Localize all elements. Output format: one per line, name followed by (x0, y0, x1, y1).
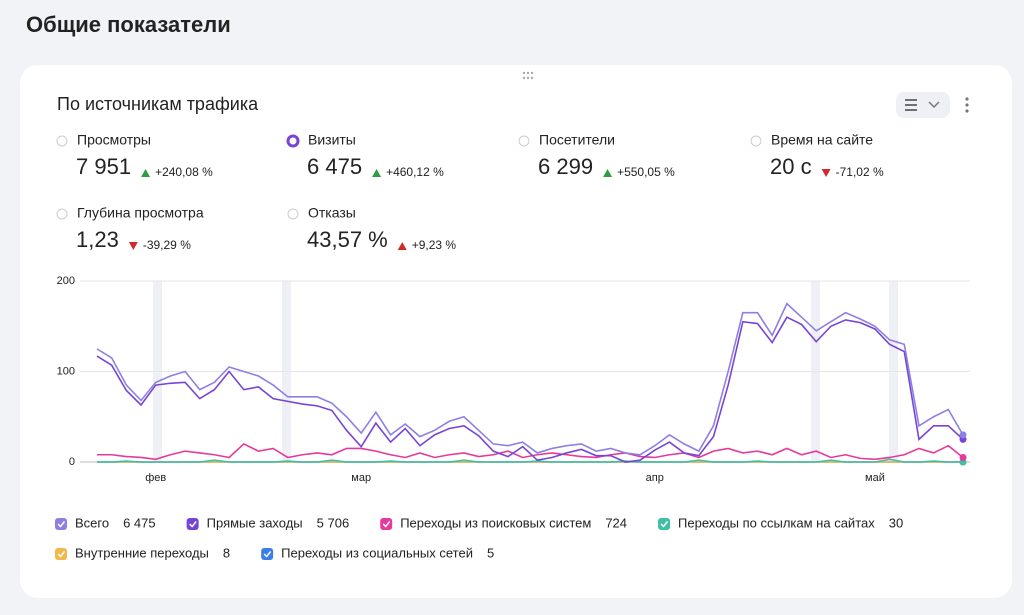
metric-label: Посетители (539, 132, 615, 148)
card (20, 65, 1012, 598)
legend-check[interactable] (658, 518, 671, 530)
legend-total: 5 (487, 545, 494, 560)
metric-value: 6 475 (307, 154, 362, 179)
x-tick-label: май (865, 472, 885, 484)
y-tick-label: 200 (57, 275, 75, 287)
metric-label: Визиты (308, 132, 356, 148)
trend-arrow (141, 169, 151, 177)
legend-name[interactable]: Внутренние переходы (75, 545, 209, 560)
legend-check[interactable] (186, 518, 199, 530)
x-tick-label: фев (145, 472, 166, 484)
x-tick-label: мар (351, 472, 371, 484)
trend-arrow (397, 242, 407, 250)
legend-total: 8 (223, 545, 230, 560)
metric-radio[interactable] (750, 135, 762, 147)
end-point (959, 453, 967, 461)
metric-change: +460,12 % (386, 165, 444, 179)
metric-label: Просмотры (77, 132, 151, 148)
metric-label: Глубина просмотра (77, 205, 204, 221)
metric-value: 7 951 (76, 154, 131, 179)
y-tick-label: 100 (57, 365, 75, 377)
legend-tick (263, 551, 272, 558)
legend-tick (57, 521, 66, 528)
legend-name[interactable]: Прямые заходы (207, 515, 303, 530)
trend-arrow (821, 169, 831, 177)
metric-value: 1,23 (76, 227, 119, 252)
series-line (96, 302, 964, 456)
metric-radio[interactable] (287, 208, 299, 220)
legend-name[interactable]: Переходы по ссылкам на сайтах (678, 515, 875, 530)
drag-handle[interactable] (522, 71, 534, 80)
legend-check[interactable] (55, 518, 67, 530)
card-title: По источникам трафика (57, 94, 259, 114)
legend-tick (57, 551, 66, 558)
x-tick-label: апр (646, 472, 664, 484)
legend-check[interactable] (261, 548, 274, 560)
legend-name[interactable]: Переходы из поисковых систем (400, 515, 591, 530)
metric-label: Отказы (308, 205, 356, 221)
legend-tick (189, 521, 197, 528)
legend-total: 5 706 (317, 515, 350, 530)
legend-total: 6 475 (123, 515, 156, 530)
legend-check[interactable] (380, 518, 393, 530)
metric-change: +9,23 % (412, 238, 457, 252)
more-button[interactable] (965, 97, 969, 113)
legend-total: 30 (889, 515, 903, 530)
trend-arrow (128, 242, 138, 250)
y-tick-label: 0 (69, 456, 75, 468)
series-line (97, 442, 964, 461)
legend-total: 724 (605, 515, 627, 530)
metric-radio[interactable] (56, 135, 68, 147)
series-line (97, 458, 963, 463)
legend-check[interactable] (55, 548, 67, 560)
legend-name[interactable]: Всего (75, 515, 109, 530)
metric-value: 6 299 (538, 154, 593, 179)
metric-value: 43,57 % (307, 227, 388, 252)
metric-label: Время на сайте (771, 132, 873, 148)
metric-change: -39,29 % (143, 238, 191, 252)
metric-radio[interactable] (518, 135, 530, 147)
trend-arrow (603, 169, 613, 177)
page-title: Общие показатели (26, 12, 231, 37)
metric-radio[interactable] (56, 208, 68, 220)
legend-name[interactable]: Переходы из социальных сетей (281, 545, 473, 560)
metric-radio[interactable] (286, 134, 300, 148)
legend-tick (382, 521, 391, 528)
end-point (959, 431, 967, 439)
series-line (96, 316, 964, 463)
metric-change: +240,08 % (155, 165, 213, 179)
metric-change: -71,02 % (836, 165, 884, 179)
metric-change: +550,05 % (617, 165, 675, 179)
trend-arrow (372, 169, 382, 177)
legend-tick (660, 521, 669, 528)
metric-value: 20 с (770, 154, 812, 179)
chart-type-button[interactable] (896, 92, 950, 118)
